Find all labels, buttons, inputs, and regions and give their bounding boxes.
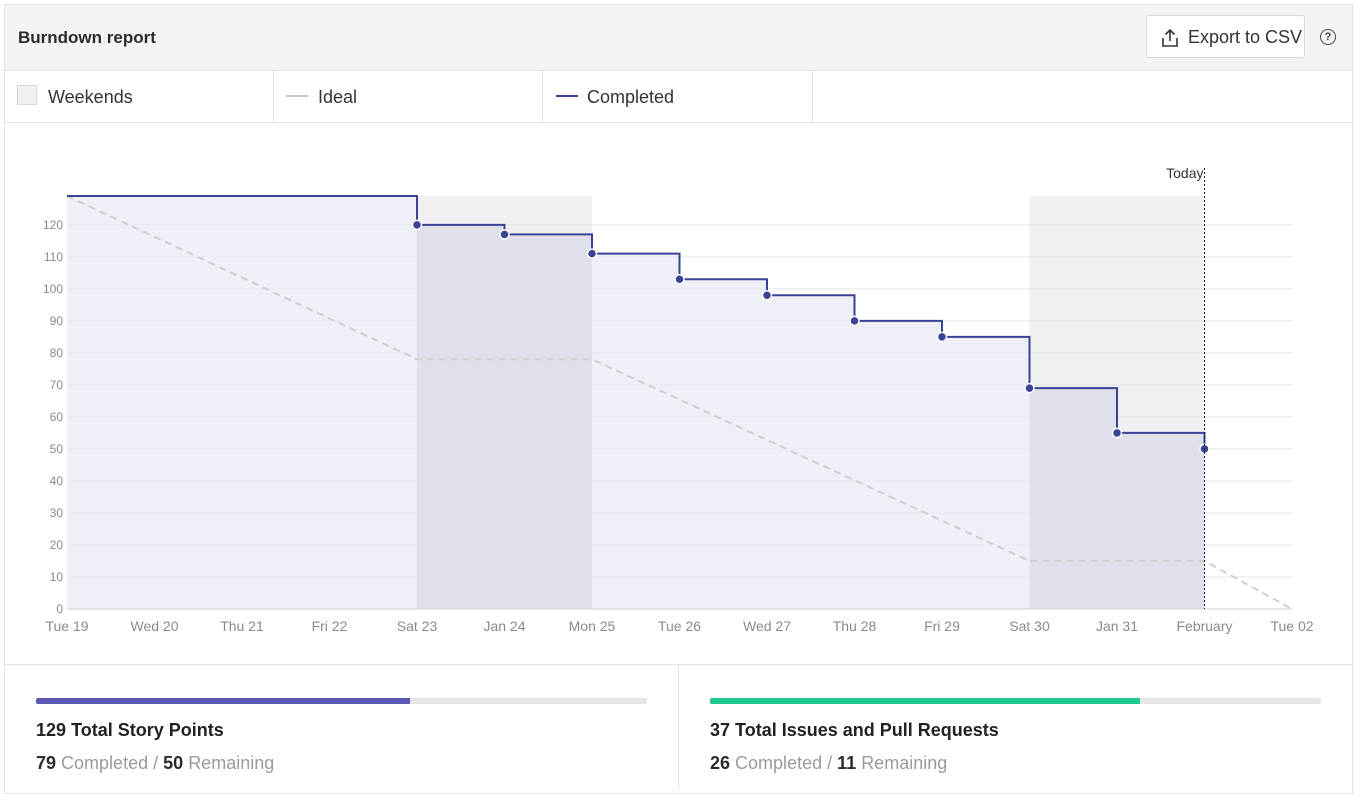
legend-item-weekends[interactable]: Weekends [5, 71, 274, 122]
x-tick-label: Thu 21 [220, 618, 264, 634]
story-points-breakdown: 79 Completed / 50 Remaining [36, 753, 275, 773]
y-tick-label: 90 [50, 314, 64, 328]
legend-label-completed: Completed [587, 87, 675, 107]
completed-area [67, 196, 1205, 609]
legend-item-ideal[interactable]: Ideal [274, 71, 543, 122]
y-tick-label: 0 [56, 602, 63, 616]
issues-title: 37 Total Issues and Pull Requests [710, 720, 999, 740]
completed-point [1111, 427, 1123, 439]
legend-label-ideal: Ideal [318, 87, 358, 107]
x-tick-label: Tue 02 [1270, 618, 1313, 634]
x-tick-label: Fri 22 [312, 618, 348, 634]
story-points-title: 129 Total Story Points [36, 720, 224, 740]
y-tick-label: 110 [44, 250, 63, 264]
y-tick-label: 100 [43, 282, 63, 296]
legend-item-completed[interactable]: Completed [544, 71, 813, 122]
x-tick-label: Thu 28 [833, 618, 877, 634]
story-points-progress-fill [36, 698, 410, 704]
completed-point [849, 315, 860, 327]
export-csv-button[interactable]: Export to CSV [1146, 15, 1305, 58]
issues-progress [710, 698, 1321, 704]
x-tick-label: Wed 20 [131, 618, 179, 634]
today-label: Today [1166, 165, 1203, 181]
x-tick-label: Tue 19 [45, 618, 88, 634]
completed-point [674, 273, 685, 285]
completed-point [586, 248, 598, 259]
footer-divider [5, 664, 1352, 665]
x-tick-label: Wed 27 [743, 618, 791, 634]
story-points-summary: 129 Total Story Points 79 Completed / 50… [36, 665, 676, 789]
x-tick-label: Jan 24 [483, 618, 525, 634]
completed-point [1024, 382, 1035, 394]
issues-progress-fill [710, 698, 1140, 704]
y-tick-label: 20 [50, 538, 64, 552]
footer-separator [678, 665, 679, 789]
weekends-swatch [17, 85, 37, 105]
x-tick-label: Jan 31 [1096, 618, 1138, 634]
x-tick-label: Sat 23 [397, 618, 438, 634]
y-tick-label: 30 [50, 506, 64, 520]
story-points-progress [36, 698, 647, 704]
legend-label-weekends: Weekends [48, 87, 133, 107]
report-header: Burndown report Export to CSV ? [5, 5, 1352, 71]
page-title: Burndown report [18, 28, 156, 47]
x-tick-label: Sat 30 [1009, 618, 1050, 634]
help-icon[interactable]: ? [1320, 29, 1336, 45]
completed-point [411, 219, 423, 231]
y-tick-label: 40 [50, 474, 64, 488]
weekend-area-band [417, 196, 592, 609]
y-tick-label: 80 [50, 346, 64, 360]
x-tick-label: Mon 25 [569, 618, 616, 634]
burndown-chart-svg: 0 10 20 30 40 50 60 70 80 90 100 110 120 Tue 19 Wed 20… [43, 165, 1314, 634]
completed-point [936, 331, 948, 343]
export-icon [1162, 28, 1178, 47]
x-tick-label: Tue 26 [658, 618, 701, 634]
chart-legend: Weekends Ideal Completed [5, 71, 1352, 123]
completed-swatch [556, 95, 578, 97]
y-tick-label: 60 [50, 410, 64, 424]
y-tick-label: 10 [50, 570, 64, 584]
y-tick-label: 50 [50, 442, 64, 456]
issues-breakdown: 26 Completed / 11 Remaining [710, 753, 948, 773]
export-csv-label: Export to CSV [1188, 27, 1303, 47]
ideal-swatch [286, 95, 308, 97]
x-tick-label: February [1176, 618, 1232, 634]
y-tick-label: 70 [50, 378, 64, 392]
y-tick-label: 120 [43, 218, 63, 232]
x-tick-label: Fri 29 [924, 618, 960, 634]
burndown-chart: 0 10 20 30 40 50 60 70 80 90 100 110 120 Tue 19 Wed 20… [5, 123, 1352, 663]
completed-point [761, 289, 773, 301]
completed-point [499, 229, 510, 240]
issues-summary: 37 Total Issues and Pull Requests 26 Com… [710, 665, 1350, 789]
